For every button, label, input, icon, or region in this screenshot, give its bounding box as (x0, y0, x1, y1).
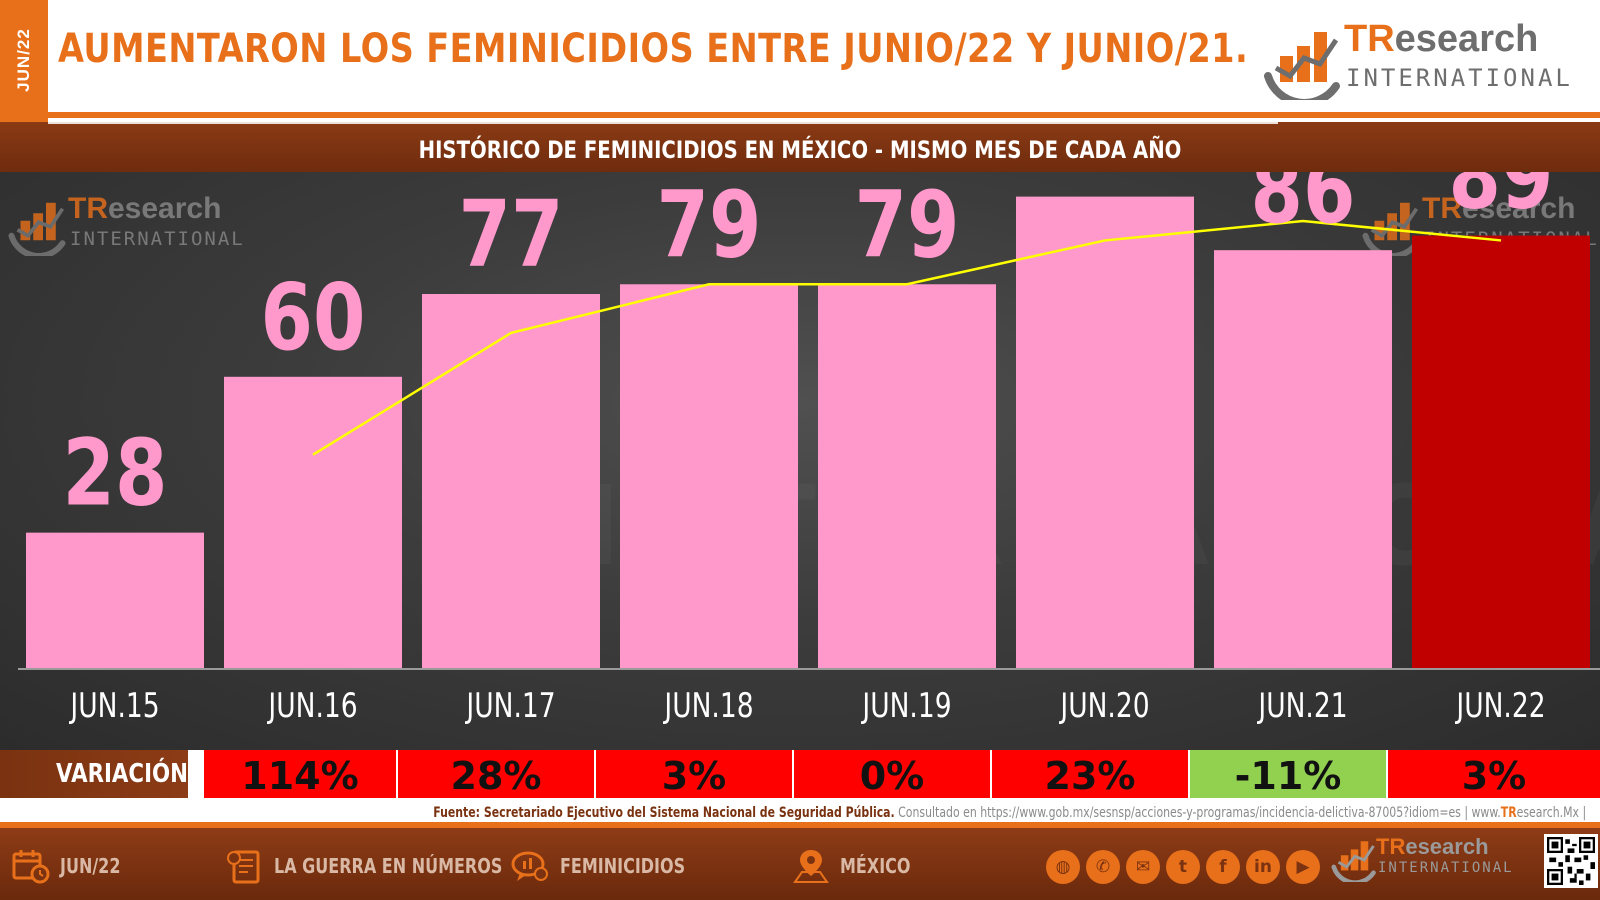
variation-cell: 3% (1386, 750, 1600, 798)
logo-chart-icon (8, 202, 66, 256)
variation-value: 114% (241, 754, 359, 798)
bar-value-label: 79 (855, 172, 960, 278)
report-icon (227, 850, 260, 884)
bar-value-label: 79 (657, 172, 762, 278)
chat-icon (511, 851, 548, 881)
source-url[interactable]: Consultado en https://www.gob.mx/sesnsp/… (898, 805, 1468, 821)
x-tick-label: JUN.16 (267, 687, 358, 726)
variation-cell: 3% (594, 750, 792, 798)
footer-bar: JUN/22 LA GUERRA EN NÚMEROS FEMINICIDIOS… (0, 822, 1600, 900)
map-pin-icon (793, 850, 829, 883)
x-axis-labels: JUN.15 JUN.16 JUN.17 JUN.18 JUN.19 JUN.20 JUN.… (69, 687, 1546, 726)
qr-code[interactable] (1544, 834, 1598, 888)
bar-jun-15 (26, 532, 204, 669)
source-note: Fuente: Secretariado Ejecutivo del Siste… (433, 805, 1586, 821)
logo-chart-icon (1331, 841, 1376, 882)
footer-logo[interactable]: TResearch INTERNATIONAL (1328, 832, 1528, 888)
youtube-icon[interactable]: ▶ (1286, 850, 1320, 884)
variation-value: 28% (450, 754, 542, 798)
x-tick-label: JUN.15 (69, 687, 160, 726)
bar-jun-21 (1214, 250, 1392, 669)
variation-cell: 23% (990, 750, 1188, 798)
bar-jun-17 (422, 294, 600, 669)
variation-cell: 28% (396, 750, 594, 798)
site-link[interactable]: www.TResearch.Mx | (1471, 805, 1586, 821)
brand-logo[interactable]: TResearch INTERNATIONAL (1258, 18, 1570, 100)
variation-value: 3% (661, 754, 727, 798)
mail-icon[interactable]: ✉ (1126, 850, 1160, 884)
bar-jun-22 (1412, 235, 1590, 669)
page-title: AUMENTARON LOS FEMINICIDIOS ENTRE JUNIO/… (58, 26, 1249, 72)
variation-label: VARIACIÓN (0, 750, 188, 798)
bar-jun-20 (1016, 196, 1194, 670)
x-tick-label: JUN.22 (1455, 687, 1546, 726)
bar-value-label: 89 (1449, 172, 1554, 229)
bar-group (26, 196, 1590, 670)
logo-tagline: INTERNATIONAL (1346, 64, 1573, 92)
x-tick-label: JUN.18 (663, 687, 754, 726)
bar-value-label: 60 (261, 264, 366, 371)
value-labels: 28 60 77 79 79 97 86 89 (63, 172, 1554, 527)
feminicides-bar-chart: 2860777979978689 JUN.15JUN.16JUN.17JUN.1… (18, 172, 1600, 726)
bar-value-label: 77 (459, 181, 564, 288)
footer-item-region: MÉXICO (792, 846, 928, 886)
date-tab: JUN/22 (0, 0, 48, 122)
footer-item-date: JUN/22 (12, 846, 136, 886)
bar-value-label: 28 (63, 419, 168, 526)
logo-chart-icon (1264, 32, 1340, 100)
x-tick-label: JUN.19 (861, 687, 952, 726)
subtitle-band: HISTÓRICO DE FEMINICIDIOS EN MÉXICO - MI… (0, 122, 1600, 172)
bar-value-label: 97 (1053, 172, 1158, 190)
variation-value: 0% (859, 754, 925, 798)
header-divider (48, 112, 1600, 118)
variation-row: VARIACIÓN 114% 28% 3% 0% 23% -11% 3% (0, 750, 1600, 798)
variation-cell: -11% (1188, 750, 1386, 798)
bar-value-label: 86 (1251, 172, 1356, 244)
watermark-logo-left: TResearch INTERNATIONAL (4, 190, 243, 258)
variation-cell: 0% (792, 750, 990, 798)
x-tick-label: JUN.20 (1059, 687, 1150, 726)
logo-brand: TResearch (1344, 18, 1539, 60)
variation-value: 3% (1461, 754, 1527, 798)
date-tab-label: JUN/22 (14, 28, 33, 92)
bar-jun-16 (224, 376, 402, 669)
twitter-icon[interactable]: t (1166, 850, 1200, 884)
trend-line (312, 219, 1502, 456)
linkedin-icon[interactable]: in (1246, 850, 1280, 884)
calendar-icon (12, 850, 50, 884)
footer-item-topic: FEMINICIDIOS (510, 846, 716, 886)
bar-jun-18 (620, 284, 798, 669)
facebook-icon[interactable]: f (1206, 850, 1240, 884)
x-tick-label: JUN.17 (465, 687, 556, 726)
variation-cell: 114% (202, 750, 396, 798)
source-label: Fuente: Secretariado Ejecutivo del Siste… (433, 805, 895, 821)
social-links: ◍ ✆ ✉ t f in ▶ (1046, 850, 1320, 884)
bar-jun-19 (818, 284, 996, 669)
variation-value: 23% (1044, 754, 1136, 798)
globe-icon[interactable]: ◍ (1046, 850, 1080, 884)
variation-value: -11% (1234, 754, 1342, 798)
phone-icon[interactable]: ✆ (1086, 850, 1120, 884)
chart-subtitle: HISTÓRICO DE FEMINICIDIOS EN MÉXICO - MI… (418, 136, 1182, 164)
footer-item-series: LA GUERRA EN NÚMEROS (226, 846, 559, 886)
x-tick-label: JUN.21 (1257, 687, 1348, 726)
